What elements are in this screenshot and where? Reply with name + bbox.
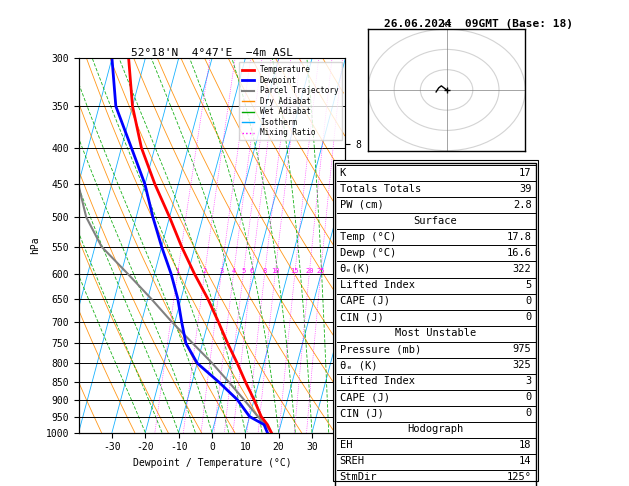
Text: 3: 3 xyxy=(525,376,532,386)
Text: SREH: SREH xyxy=(340,456,365,467)
Text: 39: 39 xyxy=(519,184,532,194)
Text: 8: 8 xyxy=(262,268,267,274)
Text: 125°: 125° xyxy=(506,472,532,483)
Text: 25: 25 xyxy=(316,268,325,274)
Text: Lifted Index: Lifted Index xyxy=(340,376,415,386)
Text: 5: 5 xyxy=(525,280,532,290)
Text: 0: 0 xyxy=(525,296,532,306)
Text: 0: 0 xyxy=(525,408,532,418)
Text: θₑ(K): θₑ(K) xyxy=(340,264,371,274)
Text: CIN (J): CIN (J) xyxy=(340,312,384,322)
Text: 17.8: 17.8 xyxy=(506,232,532,242)
Text: 975: 975 xyxy=(513,344,532,354)
Text: θₑ (K): θₑ (K) xyxy=(340,360,377,370)
Text: 17: 17 xyxy=(519,168,532,178)
Text: EH: EH xyxy=(340,440,352,451)
Text: 16.6: 16.6 xyxy=(506,248,532,258)
X-axis label: Dewpoint / Temperature (°C): Dewpoint / Temperature (°C) xyxy=(133,458,291,468)
Text: 4: 4 xyxy=(231,268,236,274)
Text: 325: 325 xyxy=(513,360,532,370)
Text: LCL: LCL xyxy=(347,420,362,429)
Text: 0: 0 xyxy=(525,312,532,322)
Text: 20: 20 xyxy=(305,268,313,274)
Text: CIN (J): CIN (J) xyxy=(340,408,384,418)
Text: 3: 3 xyxy=(219,268,223,274)
Text: K: K xyxy=(340,168,346,178)
Title: 52°18'N  4°47'E  −4m ASL: 52°18'N 4°47'E −4m ASL xyxy=(131,48,293,57)
Text: Most Unstable: Most Unstable xyxy=(395,328,476,338)
Text: 14: 14 xyxy=(519,456,532,467)
Text: Hodograph: Hodograph xyxy=(408,424,464,434)
Text: 322: 322 xyxy=(513,264,532,274)
Text: PW (cm): PW (cm) xyxy=(340,200,384,210)
Text: 15: 15 xyxy=(291,268,299,274)
Text: Lifted Index: Lifted Index xyxy=(340,280,415,290)
Text: 0: 0 xyxy=(525,392,532,402)
Text: 2.8: 2.8 xyxy=(513,200,532,210)
Y-axis label: hPa: hPa xyxy=(30,237,40,254)
Text: CAPE (J): CAPE (J) xyxy=(340,392,389,402)
Legend: Temperature, Dewpoint, Parcel Trajectory, Dry Adiabat, Wet Adiabat, Isotherm, Mi: Temperature, Dewpoint, Parcel Trajectory… xyxy=(239,62,342,140)
Text: 5: 5 xyxy=(241,268,245,274)
Text: Pressure (mb): Pressure (mb) xyxy=(340,344,421,354)
Text: 10: 10 xyxy=(271,268,279,274)
Y-axis label: km
ASL: km ASL xyxy=(367,237,388,254)
Text: CAPE (J): CAPE (J) xyxy=(340,296,389,306)
Text: 1: 1 xyxy=(175,268,180,274)
Text: StmDir: StmDir xyxy=(340,472,377,483)
Text: 6: 6 xyxy=(249,268,253,274)
Text: Temp (°C): Temp (°C) xyxy=(340,232,396,242)
Text: 26.06.2024  09GMT (Base: 18): 26.06.2024 09GMT (Base: 18) xyxy=(384,19,572,30)
Text: 2: 2 xyxy=(203,268,207,274)
Text: Surface: Surface xyxy=(414,216,457,226)
Text: 18: 18 xyxy=(519,440,532,451)
Text: Dewp (°C): Dewp (°C) xyxy=(340,248,396,258)
Title: kt: kt xyxy=(442,20,452,29)
Text: Totals Totals: Totals Totals xyxy=(340,184,421,194)
